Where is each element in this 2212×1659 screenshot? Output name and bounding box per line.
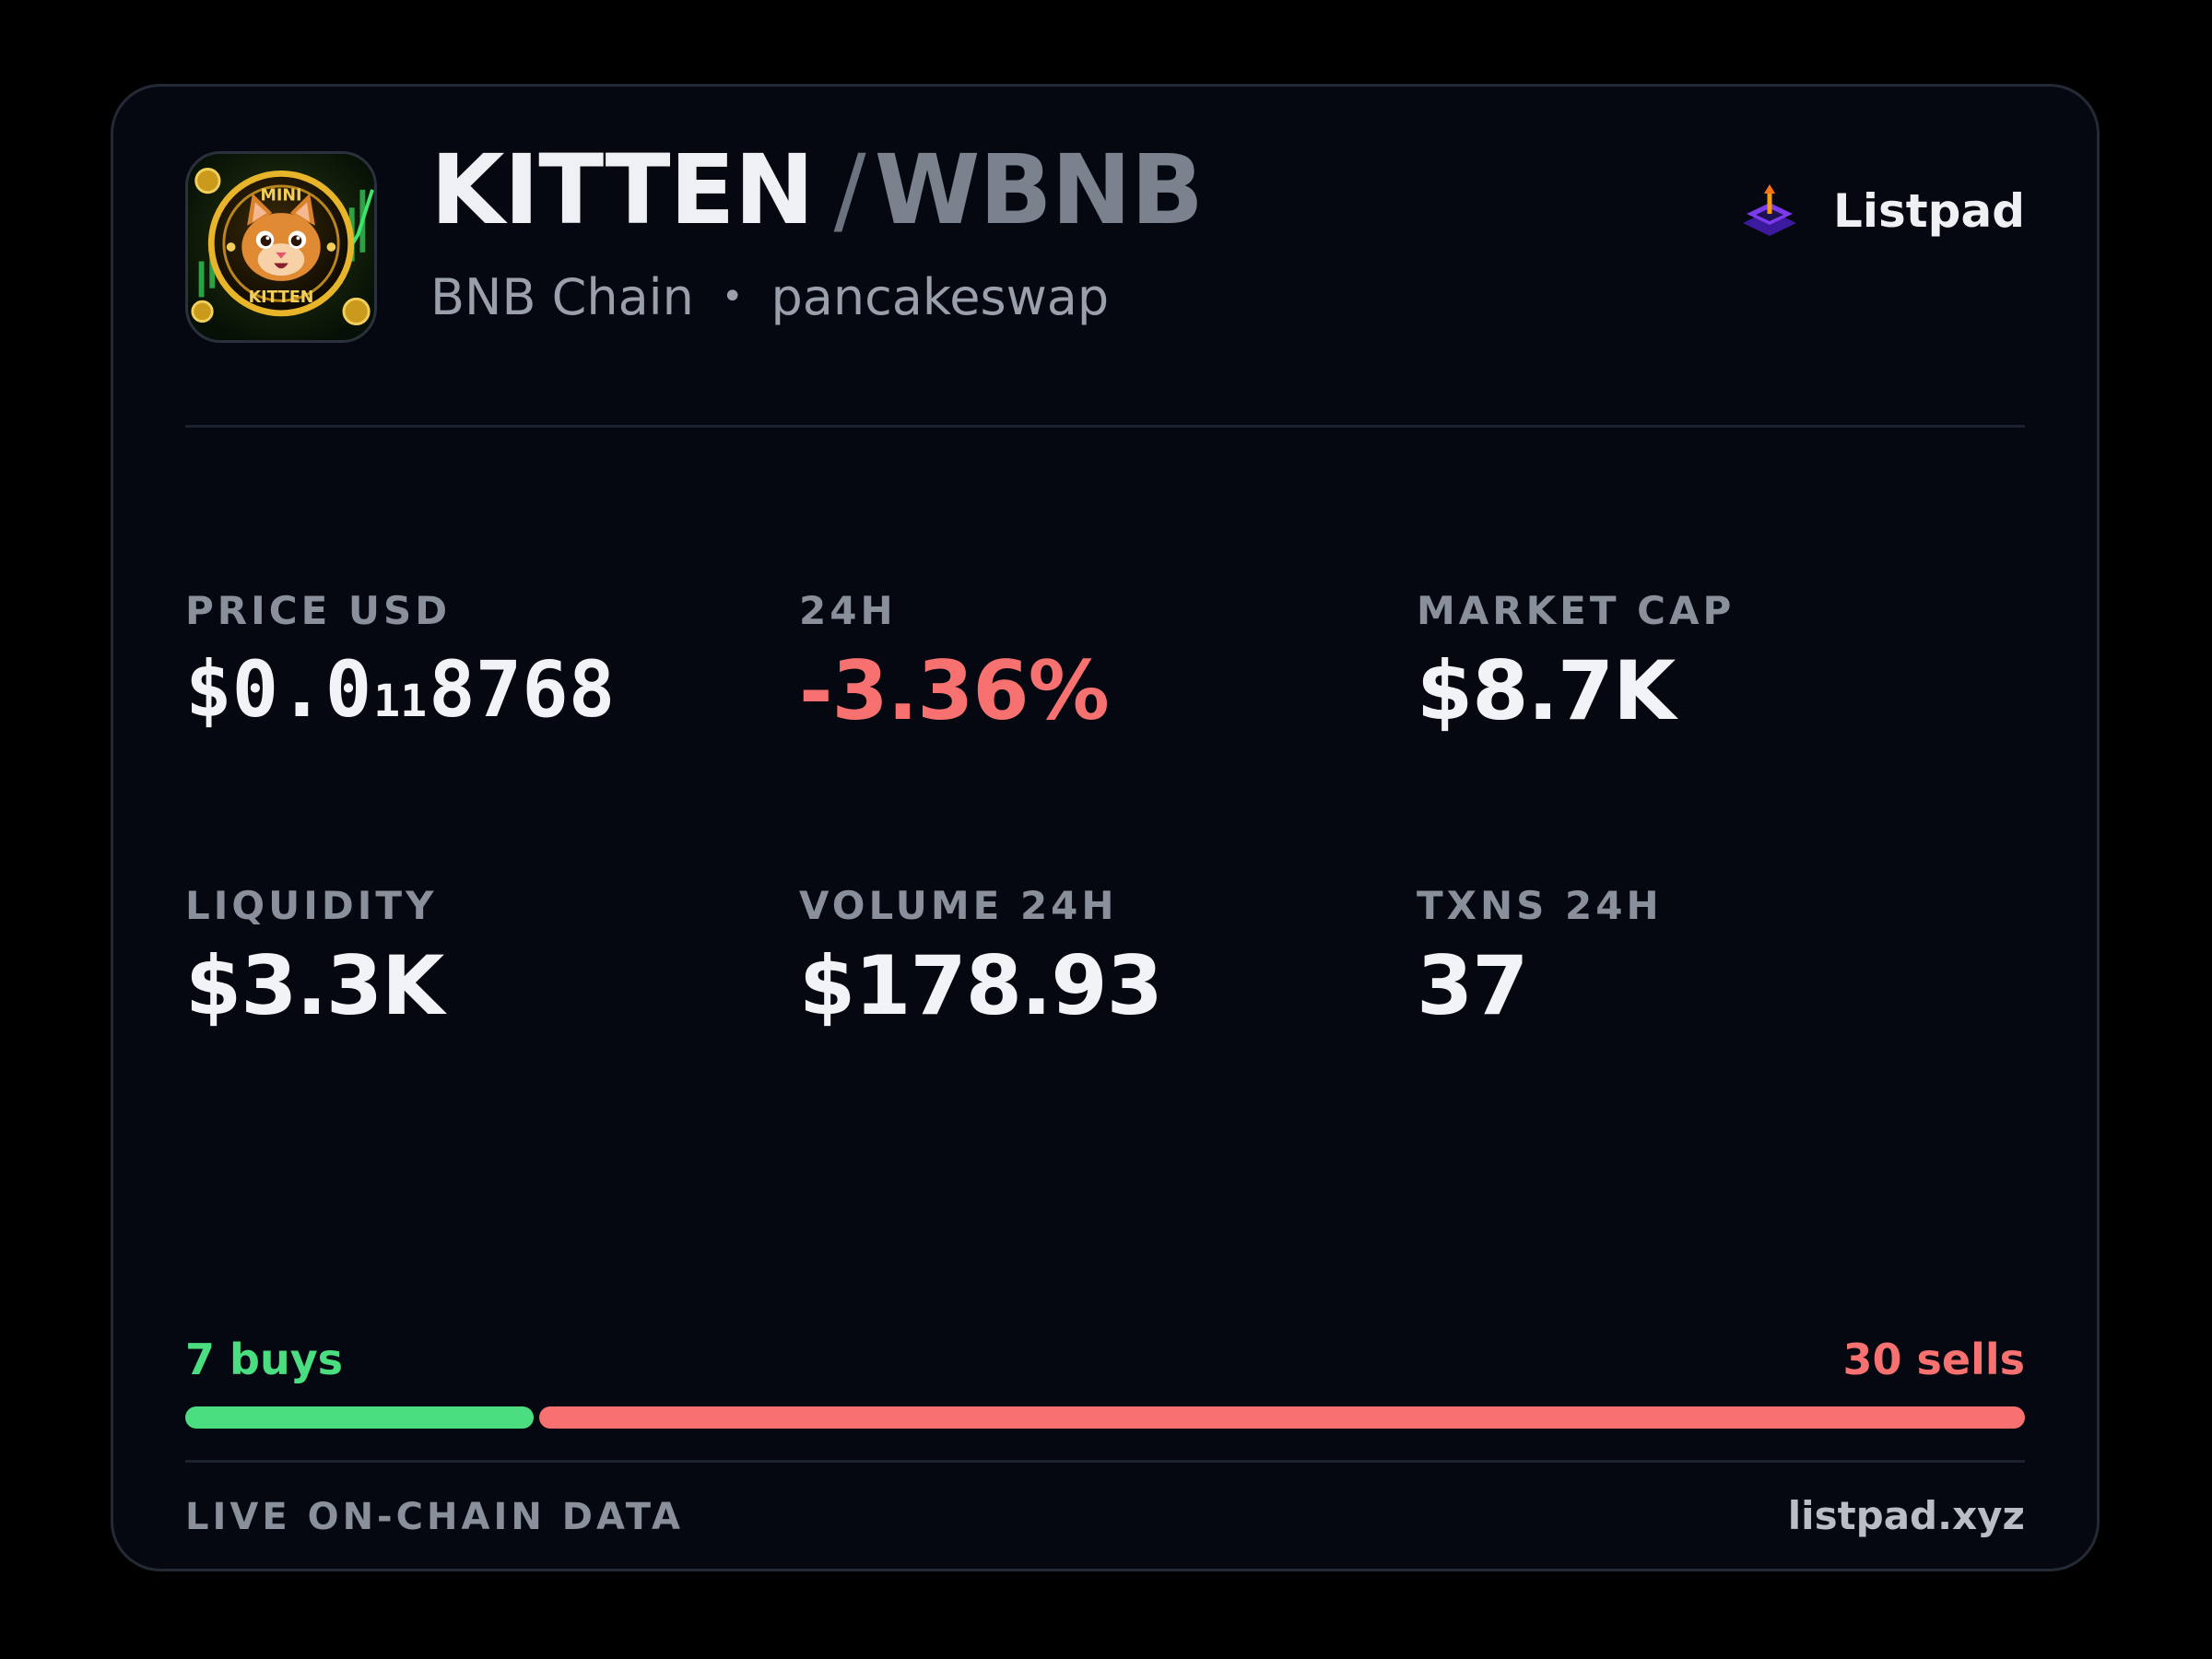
footer-divider <box>185 1460 2025 1463</box>
price-prefix: $0.0 <box>185 644 372 735</box>
brand-name: Listpad <box>1833 184 2025 238</box>
base-symbol: KITTEN <box>430 134 815 246</box>
stat-24h-change: 24H -3.36% <box>799 588 1110 738</box>
svg-text:MINI: MINI <box>260 187 301 206</box>
subtitle-dot: • <box>721 276 744 318</box>
listpad-logo-icon <box>1743 184 1797 236</box>
stat-market-cap: MARKET CAP $8.7K <box>1417 592 1735 732</box>
website-link[interactable]: listpad.xyz <box>1787 1493 2025 1538</box>
stat-label: 24H <box>799 588 897 633</box>
liquidity-value: $3.3K <box>185 938 444 1033</box>
stat-label: TXNS 24H <box>1417 883 1663 928</box>
change-value: -3.36% <box>799 643 1110 738</box>
pair-subtitle: BNB Chain • pancakeswap <box>430 273 1109 323</box>
sells-bar-segment <box>538 1406 2025 1429</box>
token-card: MINI KITTEN KITTEN/WBNB BNB Chain • pancak… <box>111 84 2100 1571</box>
dex-name: pancakeswap <box>771 268 1110 326</box>
mini-kitten-token-icon: MINI KITTEN <box>185 151 377 343</box>
header-divider <box>185 425 2025 428</box>
buys-count: 7 buys <box>185 1335 344 1384</box>
stat-label: MARKET CAP <box>1417 588 1735 633</box>
stat-txns-24h: TXNS 24H 37 <box>1417 887 1663 1027</box>
market-cap-value: $8.7K <box>1417 643 1676 738</box>
stat-liquidity: LIQUIDITY $3.3K <box>185 883 444 1033</box>
pair-title: KITTEN/WBNB <box>430 142 1204 238</box>
sells-count: 30 sells <box>1842 1335 2025 1384</box>
stat-label: LIQUIDITY <box>185 883 438 928</box>
stat-price-usd: PRICE USD $0.0118768 <box>185 588 615 729</box>
buy-sell-ratio-bar <box>185 1406 2025 1429</box>
svg-text:KITTEN: KITTEN <box>249 288 314 307</box>
stat-volume-24h: VOLUME 24H $178.93 <box>799 883 1163 1033</box>
stat-label: PRICE USD <box>185 588 452 633</box>
price-zero-count: 11 <box>373 676 428 727</box>
pair-separator: / <box>833 134 866 246</box>
buys-bar-segment <box>185 1406 534 1429</box>
volume-value: $178.93 <box>799 938 1163 1033</box>
stat-label: VOLUME 24H <box>799 883 1118 928</box>
price-value: $0.0118768 <box>185 651 615 728</box>
live-data-label: LIVE ON-CHAIN DATA <box>185 1496 684 1538</box>
chain-name: BNB Chain <box>430 268 694 326</box>
brand[interactable]: Listpad <box>1737 179 2025 243</box>
txns-value: 37 <box>1417 938 1528 1033</box>
price-digits: 8768 <box>429 644 616 735</box>
quote-symbol: WBNB <box>874 134 1204 246</box>
